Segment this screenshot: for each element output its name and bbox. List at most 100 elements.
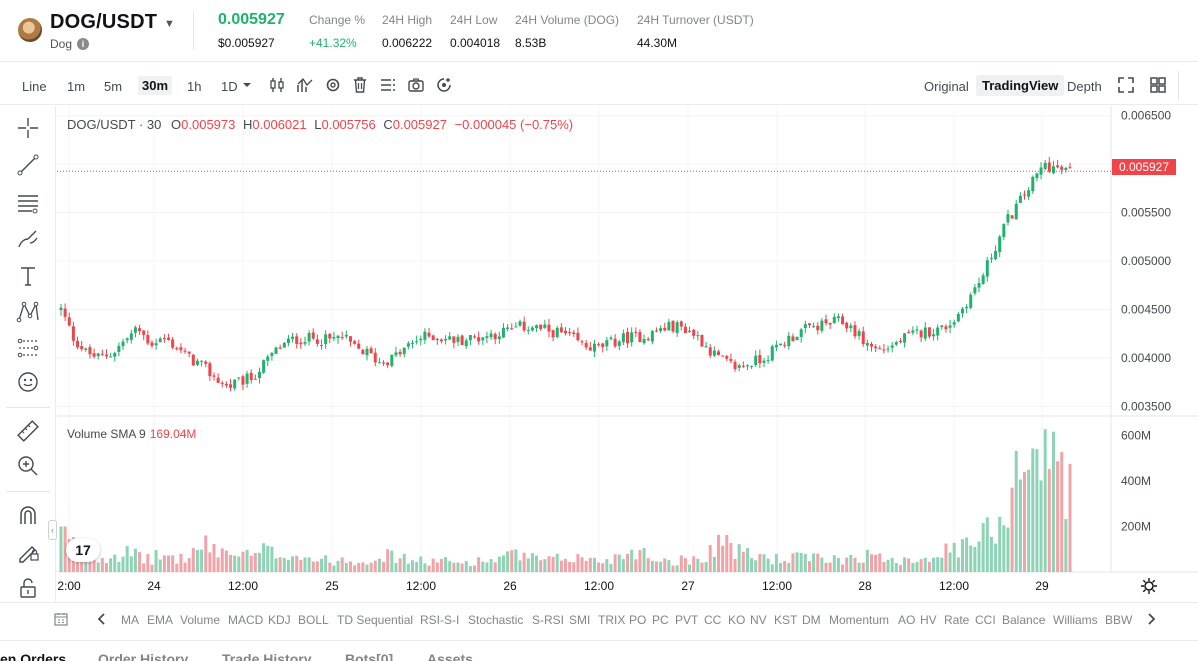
- calendar-icon[interactable]: [54, 612, 68, 626]
- tab-assets[interactable]: Assets: [427, 651, 473, 661]
- volume-bar: [526, 558, 530, 572]
- volume-bar: [861, 562, 865, 572]
- indicator-ko[interactable]: KO: [728, 613, 746, 627]
- object-list-icon[interactable]: [379, 76, 397, 94]
- scroll-left-icon[interactable]: [97, 613, 107, 625]
- interval-5m[interactable]: 5m: [104, 79, 123, 94]
- volume-bar: [969, 545, 973, 572]
- indicator-kdj[interactable]: KDJ: [268, 613, 291, 627]
- indicator-smi[interactable]: SMI: [569, 613, 591, 627]
- candlestick-chart-svg[interactable]: 0.0065000.0060000.0055000.0050000.004500…: [57, 106, 1198, 602]
- brush-icon[interactable]: [16, 227, 40, 251]
- layout-grid-icon[interactable]: [1149, 76, 1167, 94]
- candle-body: [336, 335, 340, 339]
- info-icon[interactable]: i: [77, 38, 89, 50]
- indicator-balance[interactable]: Balance: [1002, 613, 1046, 627]
- indicator-ao[interactable]: AO: [898, 613, 916, 627]
- screenshot-camera-icon[interactable]: [407, 76, 425, 94]
- delete-icon[interactable]: [351, 76, 369, 94]
- indicators-icon[interactable]: [296, 76, 314, 94]
- volume-bar: [650, 560, 654, 572]
- indicator-trix[interactable]: TRIX: [598, 613, 626, 627]
- interval-1d[interactable]: 1D: [221, 79, 238, 94]
- indicator-williams[interactable]: Williams: [1053, 613, 1098, 627]
- indicator-boll[interactable]: BOLL: [298, 613, 329, 627]
- tradingview-logo[interactable]: 17: [66, 538, 100, 562]
- pair-selector[interactable]: DOG/USDT: [50, 11, 158, 33]
- emoji-icon[interactable]: [16, 370, 40, 394]
- fullscreen-icon[interactable]: [1117, 76, 1135, 94]
- volume-bar: [266, 545, 270, 572]
- candle-body: [274, 347, 278, 354]
- candle-body: [439, 339, 443, 342]
- magnet-icon[interactable]: [16, 504, 40, 528]
- ruler-icon[interactable]: [16, 419, 40, 443]
- volume-bar: [807, 561, 811, 572]
- indicator-kst[interactable]: KST: [774, 613, 798, 627]
- scroll-right-icon[interactable]: [1146, 613, 1156, 625]
- collapse-sidebar-icon[interactable]: ‹: [48, 520, 57, 540]
- interval-line[interactable]: Line: [22, 79, 47, 94]
- view-depth[interactable]: Depth: [1067, 79, 1102, 94]
- indicator-pvt[interactable]: PVT: [675, 613, 699, 627]
- indicator-volume[interactable]: Volume: [180, 613, 221, 627]
- compare-icon[interactable]: [435, 76, 453, 94]
- legend-close: 0.005927: [392, 117, 447, 132]
- tab-trade-history[interactable]: Trade History: [222, 651, 312, 661]
- unlock-icon[interactable]: [16, 576, 40, 600]
- indicator-cci[interactable]: CCI: [975, 613, 996, 627]
- indicator-rate[interactable]: Rate: [944, 613, 970, 627]
- indicator-dm[interactable]: DM: [802, 613, 821, 627]
- candle-body: [870, 343, 874, 347]
- indicator-nv[interactable]: NV: [750, 613, 767, 627]
- tab-bots[interactable]: Bots[0]: [345, 651, 394, 661]
- candle-body: [725, 356, 729, 359]
- zoom-in-icon[interactable]: [16, 454, 40, 478]
- time-tick-label: 28: [858, 579, 872, 593]
- view-original[interactable]: Original: [924, 79, 969, 94]
- prediction-icon[interactable]: [16, 336, 40, 360]
- indicator-td-sequential[interactable]: TD Sequential: [337, 613, 414, 627]
- indicator-momentum[interactable]: Momentum: [829, 613, 890, 627]
- interval-30m[interactable]: 30m: [138, 76, 173, 95]
- text-tool-icon[interactable]: [16, 264, 40, 288]
- candle-body: [307, 333, 311, 342]
- candle-body: [535, 325, 539, 329]
- chart-settings-icon[interactable]: [1140, 577, 1158, 595]
- interval-1h[interactable]: 1h: [187, 79, 202, 94]
- indicator-pc[interactable]: PC: [652, 613, 669, 627]
- settings-gear-icon[interactable]: [324, 76, 342, 94]
- indicator-rsi-s-i[interactable]: RSI-S-I: [420, 613, 460, 627]
- indicator-hv[interactable]: HV: [920, 613, 937, 627]
- volume-bar: [212, 544, 216, 572]
- interval-1m[interactable]: 1m: [67, 79, 86, 94]
- indicator-ema[interactable]: EMA: [147, 613, 174, 627]
- indicator-stochastic[interactable]: Stochastic: [468, 613, 524, 627]
- legend-l-label: L: [314, 117, 322, 132]
- indicator-cc[interactable]: CC: [704, 613, 722, 627]
- volume-bar: [824, 562, 828, 572]
- crosshair-icon[interactable]: [16, 116, 40, 140]
- volume-bar: [286, 559, 290, 572]
- lock-drawing-icon[interactable]: [16, 539, 40, 563]
- volume-bar: [696, 558, 700, 572]
- horizontal-lines-icon[interactable]: [16, 190, 40, 214]
- tab-open-orders[interactable]: en Orders: [0, 651, 67, 661]
- caret-down-icon[interactable]: ▼: [164, 18, 175, 30]
- tab-order-history[interactable]: Order History: [98, 651, 189, 661]
- indicator-ma[interactable]: MA: [121, 613, 139, 627]
- indicator-macd[interactable]: MACD: [228, 613, 264, 627]
- volume-bar: [820, 557, 824, 572]
- trend-line-icon[interactable]: [16, 153, 40, 177]
- indicator-s-rsi[interactable]: S-RSI: [532, 613, 565, 627]
- volume-bar: [940, 557, 944, 572]
- candle-body: [386, 362, 390, 366]
- interval-dropdown-icon[interactable]: [242, 80, 252, 90]
- candle-body: [733, 361, 737, 370]
- price-chart[interactable]: 0.0065000.0060000.0055000.0050000.004500…: [57, 106, 1198, 593]
- view-tradingview[interactable]: TradingView: [976, 75, 1065, 96]
- pattern-icon[interactable]: [16, 300, 40, 324]
- indicator-bbw[interactable]: BBW: [1105, 613, 1133, 627]
- indicator-po[interactable]: PO: [629, 613, 647, 627]
- candle-type-icon[interactable]: [268, 76, 286, 94]
